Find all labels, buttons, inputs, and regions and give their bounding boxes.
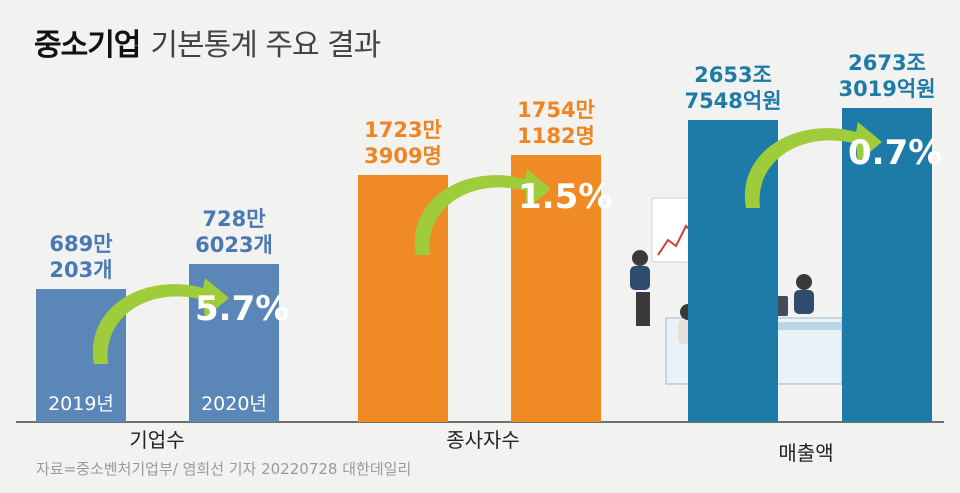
growth-arrow-0	[92, 278, 229, 364]
value-label-0-0-b: 203개	[49, 258, 112, 282]
bar-2-1	[842, 108, 932, 422]
person-body-0	[630, 266, 650, 290]
change-label-2: 0.7%	[848, 133, 942, 173]
growth-arrow-2	[744, 122, 882, 208]
change-label-0: 5.7%	[195, 289, 289, 329]
value-label-2-0-a: 2653조	[694, 63, 772, 87]
category-label-1: 종사자수	[446, 428, 520, 452]
value-label-2-1-a: 2673조	[848, 51, 926, 75]
value-label-1-0-a: 1723만	[364, 118, 442, 142]
value-label-0-1-a: 728만	[202, 207, 265, 231]
value-label-1-0-b: 3909명	[364, 144, 442, 168]
category-label-2: 매출액	[778, 441, 833, 465]
value-label-2-1-b: 3019억원	[838, 77, 935, 101]
presenter-legs	[636, 292, 650, 326]
value-label-1-1-b: 1182명	[517, 124, 595, 148]
year-label-0-0: 2019년	[48, 393, 114, 415]
chart-title: 중소기업 기본통계 주요 결과	[34, 20, 381, 64]
person-head-2	[796, 274, 812, 290]
value-label-0-1-b: 6023개	[195, 233, 273, 257]
person-head-0	[632, 250, 648, 266]
value-label-0-0-a: 689만	[49, 232, 112, 256]
growth-arrow-1	[414, 169, 551, 255]
desk-top	[730, 322, 850, 330]
value-label-1-1-a: 1754만	[517, 98, 595, 122]
value-label-2-0-b: 7548억원	[684, 89, 781, 113]
source-caption: 자료=중소벤처기업부/ 염희선 기자 20220728 대한데일리	[36, 460, 412, 478]
person-body-2	[794, 290, 814, 314]
change-label-1: 1.5%	[518, 177, 612, 217]
title-light: 기본통계 주요 결과	[150, 28, 381, 63]
title-bold: 중소기업	[34, 28, 141, 63]
year-label-0-1: 2020년	[201, 393, 267, 415]
category-label-0: 기업수	[129, 428, 184, 452]
